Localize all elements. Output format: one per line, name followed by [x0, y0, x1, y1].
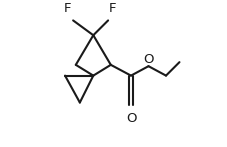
Text: O: O [143, 53, 154, 66]
Text: O: O [126, 112, 136, 125]
Text: F: F [64, 2, 72, 15]
Text: F: F [109, 2, 116, 15]
